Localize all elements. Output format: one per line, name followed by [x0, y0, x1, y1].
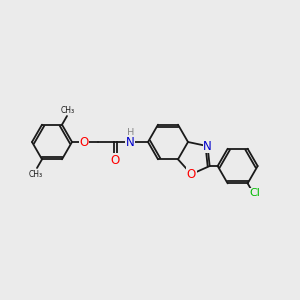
- Text: O: O: [80, 136, 88, 148]
- Text: CH₃: CH₃: [29, 170, 43, 179]
- Text: H: H: [127, 128, 135, 138]
- Text: CH₃: CH₃: [61, 106, 75, 115]
- Text: O: O: [187, 168, 196, 181]
- Text: O: O: [110, 154, 120, 166]
- Text: N: N: [126, 136, 134, 148]
- Text: Cl: Cl: [249, 188, 260, 198]
- Text: N: N: [203, 140, 212, 153]
